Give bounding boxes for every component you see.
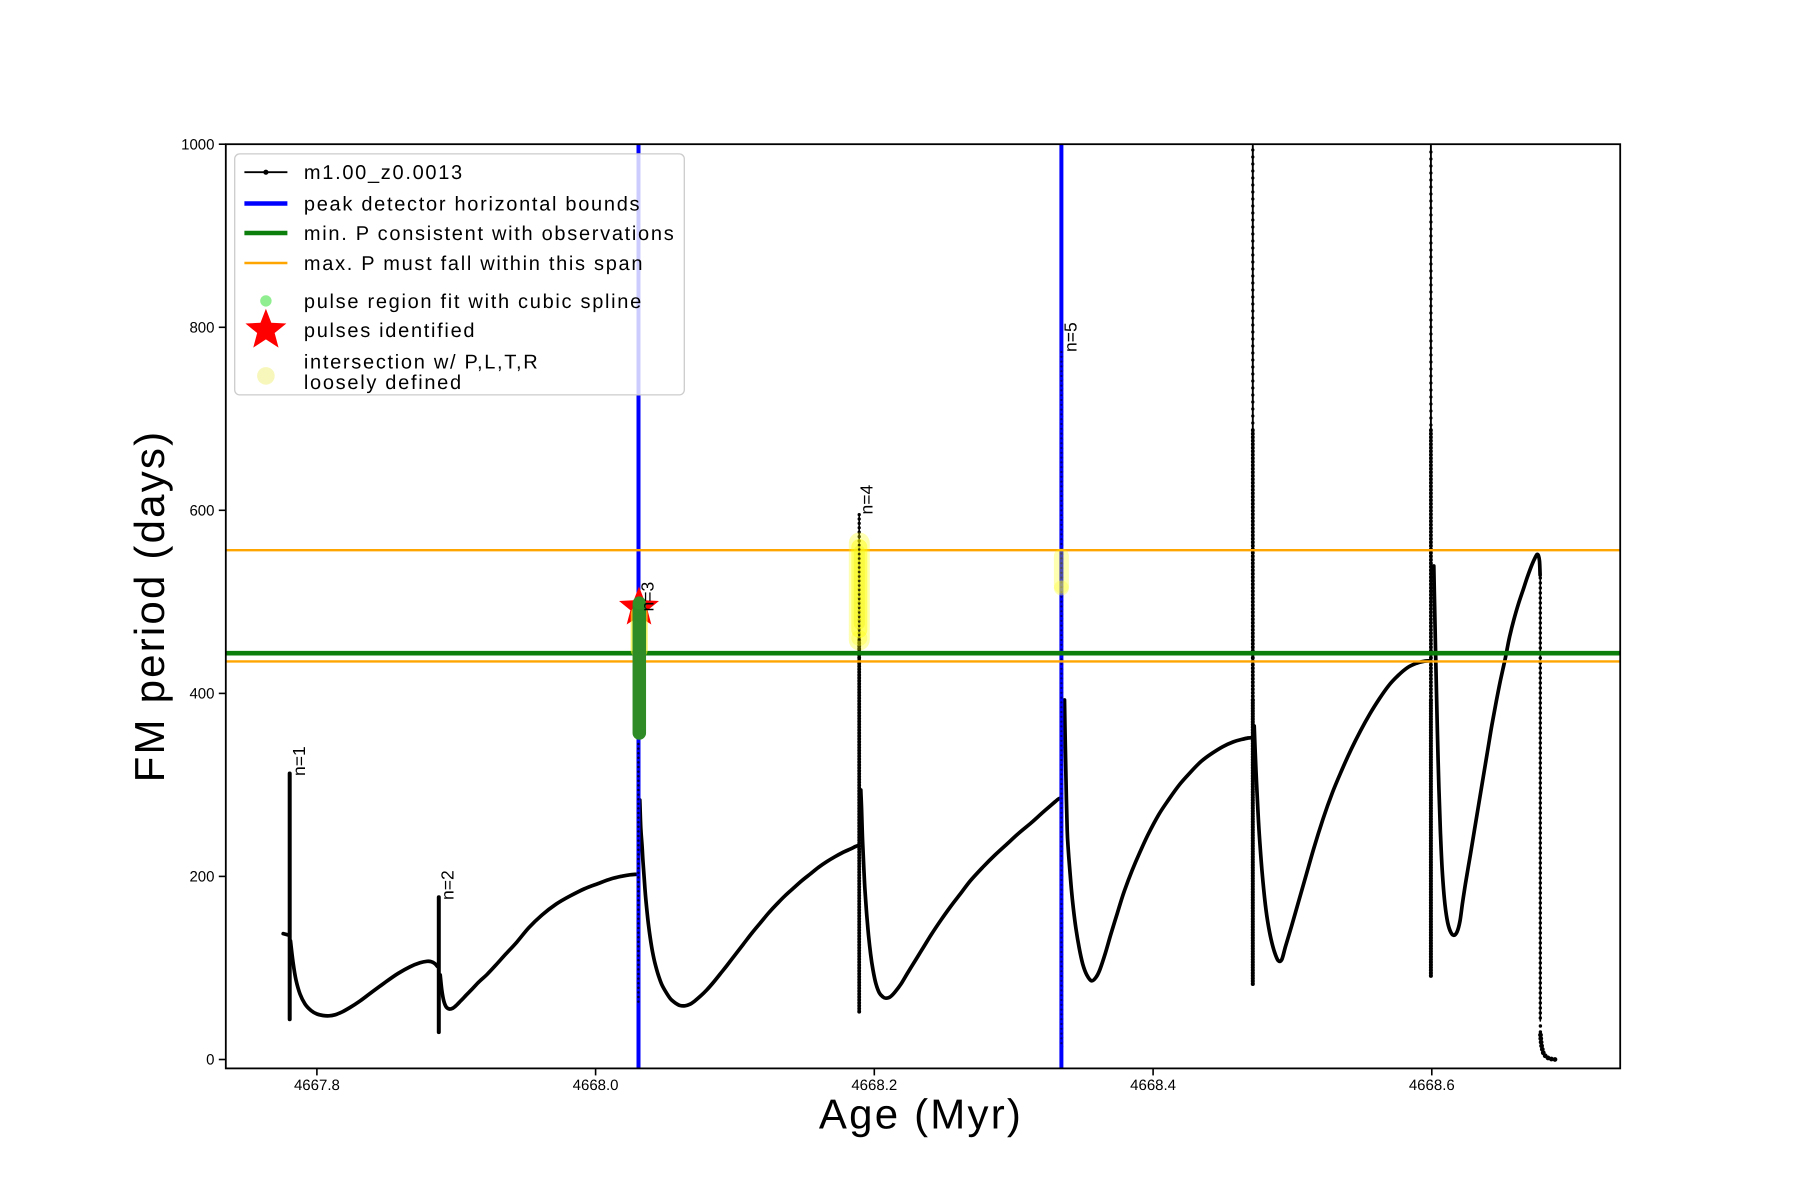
svg-text:800: 800 (189, 320, 214, 337)
svg-text:n=2: n=2 (438, 870, 458, 900)
svg-text:4668.4: 4668.4 (1130, 1077, 1176, 1094)
svg-text:4668.2: 4668.2 (851, 1077, 897, 1094)
svg-text:0: 0 (206, 1052, 214, 1069)
svg-text:1000: 1000 (181, 136, 214, 153)
svg-text:pulse region fit with cubic sp: pulse region fit with cubic spline (304, 291, 643, 313)
svg-text:max. P must fall within this s: max. P must fall within this span (304, 253, 644, 275)
svg-text:peak detector horizontal bound: peak detector horizontal bounds (304, 194, 641, 216)
svg-text:4668.0: 4668.0 (573, 1077, 619, 1094)
svg-text:Age (Myr): Age (Myr) (819, 1090, 1023, 1137)
svg-text:600: 600 (189, 503, 214, 520)
svg-text:4668.6: 4668.6 (1409, 1077, 1455, 1094)
svg-text:min. P consistent with observa: min. P consistent with observations (304, 223, 676, 245)
svg-text:n=1: n=1 (289, 746, 309, 776)
svg-text:m1.00_z0.0013: m1.00_z0.0013 (304, 162, 464, 184)
svg-text:200: 200 (189, 869, 214, 886)
svg-text:400: 400 (189, 686, 214, 703)
svg-text:4667.8: 4667.8 (294, 1077, 340, 1094)
svg-text:intersection w/ P,L,T,R: intersection w/ P,L,T,R (304, 352, 540, 374)
svg-text:n=5: n=5 (1061, 322, 1081, 352)
svg-text:n=3: n=3 (638, 582, 658, 612)
svg-text:loosely defined: loosely defined (304, 372, 463, 394)
svg-text:pulses identified: pulses identified (304, 320, 476, 342)
svg-text:FM period (days): FM period (days) (126, 430, 173, 783)
svg-text:n=4: n=4 (857, 485, 877, 515)
